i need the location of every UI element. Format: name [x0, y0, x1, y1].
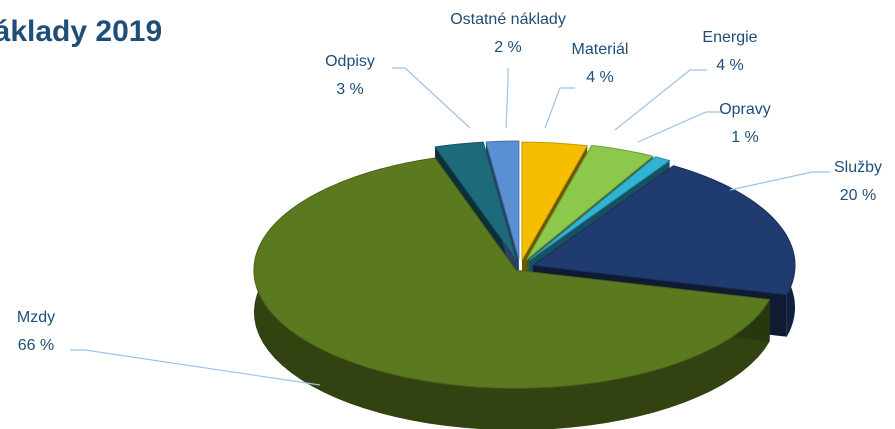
- leader-line: [505, 68, 509, 129]
- value-label: 66 %: [18, 337, 54, 354]
- leader-line: [544, 87, 575, 129]
- category-label: Energie: [702, 29, 757, 46]
- value-label: 1 %: [731, 129, 759, 146]
- category-label: Opravy: [719, 101, 771, 118]
- slice: [434, 141, 517, 260]
- leader-line: [637, 111, 722, 143]
- leader-line: [392, 67, 471, 129]
- value-label: 20 %: [840, 187, 876, 204]
- leader-line: [729, 171, 830, 191]
- category-label: Materiál: [572, 41, 629, 58]
- slice: [531, 165, 796, 296]
- category-label: Služby: [834, 159, 882, 176]
- value-label: 3 %: [336, 81, 364, 98]
- leader-line: [614, 69, 707, 131]
- leader-line: [70, 349, 321, 386]
- slice: [253, 157, 771, 389]
- slice: [485, 140, 520, 260]
- value-label: 2 %: [494, 39, 522, 56]
- value-label: 4 %: [716, 57, 744, 74]
- slice: [528, 156, 671, 261]
- slice: [526, 144, 654, 261]
- value-label: 4 %: [586, 69, 614, 86]
- chart-title: Náklady 2019: [0, 15, 162, 48]
- slice: [521, 141, 588, 262]
- category-label: Mzdy: [17, 309, 55, 326]
- category-label: Odpisy: [325, 53, 375, 70]
- category-label: Ostatné náklady: [450, 11, 566, 28]
